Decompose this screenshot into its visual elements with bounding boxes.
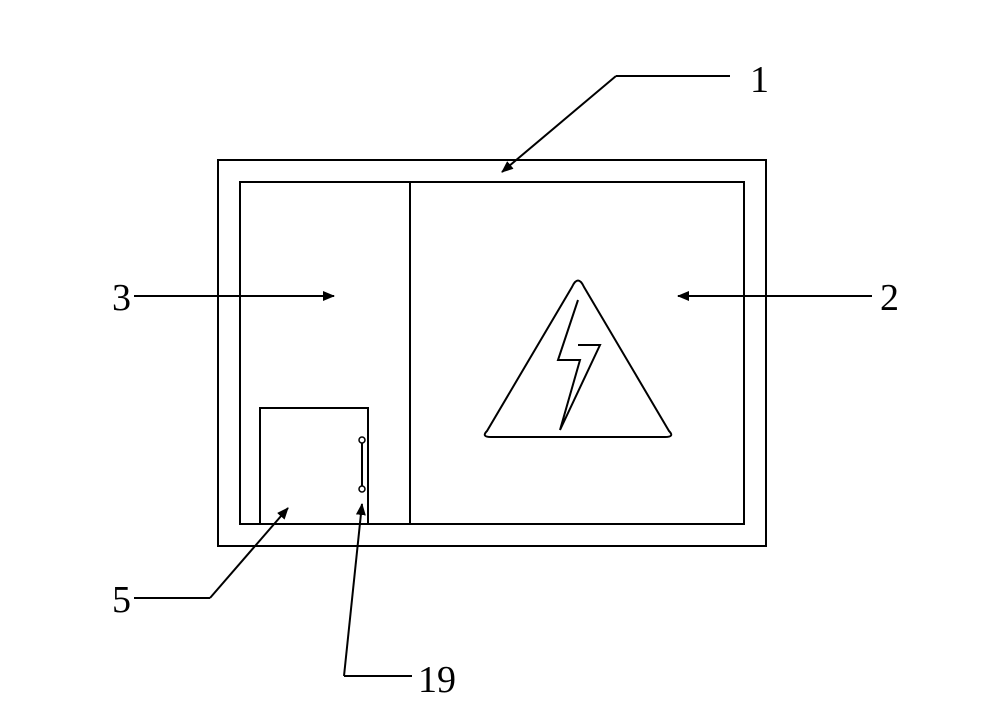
outer-box — [218, 160, 766, 546]
hinge-bottom-circle — [359, 486, 365, 492]
warning-triangle — [485, 281, 672, 438]
callout-label-2: 2 — [880, 276, 899, 320]
callout-label-19: 19 — [418, 658, 456, 702]
small-door-box — [260, 408, 368, 524]
callout-label-1: 1 — [750, 58, 769, 102]
diagram-svg — [0, 0, 1000, 717]
callout-5-arrow — [210, 508, 288, 598]
inner-box — [240, 182, 744, 524]
diagram-canvas: 1 2 3 5 19 — [0, 0, 1000, 717]
lightning-bolt-icon — [558, 300, 600, 430]
callout-1-arrow — [502, 76, 616, 172]
callout-label-3: 3 — [112, 276, 131, 320]
callout-label-5: 5 — [112, 578, 131, 622]
hinge-top-circle — [359, 437, 365, 443]
callout-19-arrow — [344, 504, 362, 676]
